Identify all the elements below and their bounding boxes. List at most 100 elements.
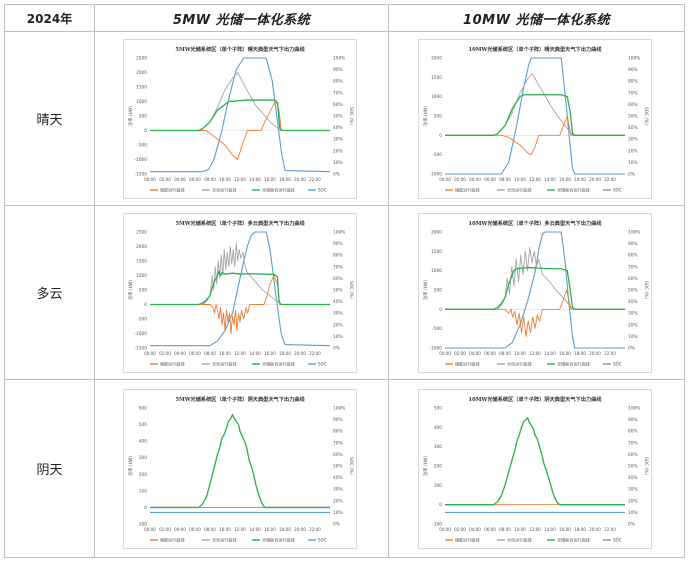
chart-svg: 10MW光储系统区（单个子阵）多云典型天气下出力曲线 -1000 -500 0 500 1…: [422, 219, 649, 367]
y2-tick-label: 0%: [628, 346, 635, 352]
cell-10mw-sunny: 10MW光储系统区（单个子阵）晴天典型天气下出力曲线 -1000 -500 0 500 1…: [388, 31, 685, 206]
y2-tick-label: 10%: [333, 334, 343, 340]
y2-tick-label: 70%: [333, 440, 343, 446]
x-tick-label: 20:00: [589, 527, 601, 532]
x-tick-label: 14:00: [544, 351, 556, 356]
x-tick-label: 14:00: [249, 177, 261, 182]
y2-tick-label: 60%: [628, 452, 638, 458]
y2-tick-label: 50%: [333, 464, 343, 470]
y2-tick-label: 30%: [628, 137, 638, 143]
legend-label: SOC: [318, 188, 327, 193]
x-tick-label: 06:00: [484, 351, 496, 356]
x-tick-label: 12:00: [234, 351, 246, 356]
y2-axis-label: SOC (%): [348, 457, 354, 475]
y2-tick-label: 20%: [333, 322, 343, 328]
x-tick-label: 22:00: [309, 351, 321, 356]
x-tick-label: 06:00: [484, 177, 496, 182]
x-tick-label: 22:00: [309, 527, 321, 532]
chart-title: 10MW光储系统区（单个子阵）多云典型天气下出力曲线: [469, 219, 603, 227]
y2-tick-label: 100%: [333, 406, 345, 412]
legend-label: 储能运行曲线: [160, 537, 185, 543]
y-tick-label: 0: [439, 307, 442, 313]
series-line-3: [445, 231, 625, 349]
series-line-1: [445, 247, 625, 310]
x-tick-label: 10:00: [219, 177, 231, 182]
y-tick-label: -1500: [135, 172, 148, 178]
x-tick-label: 20:00: [294, 177, 306, 182]
y2-tick-label: 100%: [628, 406, 640, 412]
legend-label: 光储联合运行曲线: [262, 361, 295, 367]
y-tick-label: 0: [439, 502, 442, 508]
y-tick-label: 100: [139, 488, 147, 494]
y2-tick-label: 60%: [333, 452, 343, 458]
chart-title: 10MW光储系统区（单个子阵）阴天典型天气下出力曲线: [469, 395, 603, 403]
x-tick-label: 16:00: [264, 351, 276, 356]
x-tick-label: 00:00: [439, 527, 451, 532]
y2-tick-label: 20%: [628, 322, 638, 328]
y2-tick-label: 60%: [628, 276, 638, 282]
x-tick-label: 02:00: [454, 177, 466, 182]
y-tick-label: 200: [139, 472, 147, 478]
x-tick-label: 02:00: [454, 527, 466, 532]
y-tick-label: 0: [144, 302, 147, 308]
y-tick-label: 500: [434, 288, 442, 294]
series-line-3: [150, 231, 331, 347]
y-tick-label: 500: [139, 422, 147, 428]
chart-title: 5MW光储系统区（单个子阵）多云典型天气下出力曲线: [175, 219, 305, 227]
row-label-overcast: 阴天: [4, 379, 95, 558]
y-tick-label: -500: [432, 326, 442, 332]
legend-label: 光储联合运行曲线: [262, 187, 295, 193]
x-tick-label: 18:00: [279, 351, 291, 356]
y2-tick-label: 30%: [333, 487, 343, 493]
header-year: 2024年: [4, 4, 95, 32]
y-tick-label: 1000: [136, 273, 147, 279]
x-tick-label: 18:00: [574, 351, 586, 356]
x-tick-label: 02:00: [454, 351, 466, 356]
x-tick-label: 00:00: [144, 527, 156, 532]
legend-label: SOC: [318, 362, 327, 367]
y-tick-label: 1000: [136, 99, 147, 105]
y2-tick-label: 0%: [628, 522, 635, 528]
y-tick-label: 1500: [136, 259, 147, 265]
y-tick-label: 2000: [136, 244, 147, 250]
y-tick-label: 2000: [431, 230, 442, 236]
y2-tick-label: 50%: [333, 288, 343, 294]
legend-label: 光储联合运行曲线: [557, 361, 590, 367]
x-tick-label: 04:00: [469, 177, 481, 182]
series-line-2: [445, 417, 625, 506]
y2-tick-label: 80%: [333, 79, 343, 85]
y2-tick-label: 50%: [628, 288, 638, 294]
x-tick-label: 12:00: [529, 527, 541, 532]
series-line-1: [445, 417, 625, 506]
y-tick-label: 300: [139, 455, 147, 461]
y-tick-label: 1500: [431, 249, 442, 255]
x-tick-label: 16:00: [264, 527, 276, 532]
y2-tick-label: 90%: [333, 417, 343, 423]
chart-svg: 10MW光储系统区（单个子阵）阴天典型天气下出力曲线 -100 0 100 200 300…: [422, 395, 649, 543]
legend-label: 光伏运行曲线: [212, 361, 237, 367]
legend-label: SOC: [318, 538, 327, 543]
y2-tick-label: 70%: [628, 264, 638, 270]
x-tick-label: 04:00: [469, 527, 481, 532]
legend-label: 光伏运行曲线: [507, 537, 532, 543]
chart-svg: 5MW光储系统区（单个子阵）阴天典型天气下出力曲线 -100 0 100 200 300 4…: [127, 395, 354, 543]
row-label-cloudy: 多云: [4, 205, 95, 380]
y-axis-label: 功率 (kW): [127, 456, 134, 476]
y2-tick-label: 0%: [333, 172, 340, 178]
y2-tick-label: 0%: [333, 346, 340, 352]
x-tick-label: 14:00: [249, 527, 261, 532]
y-tick-label: 400: [139, 439, 147, 445]
x-tick-label: 20:00: [589, 177, 601, 182]
y2-tick-label: 10%: [628, 510, 638, 516]
x-tick-label: 08:00: [204, 351, 216, 356]
x-tick-label: 18:00: [279, 177, 291, 182]
y2-axis-label: SOC (%): [348, 107, 354, 125]
x-tick-label: 08:00: [204, 527, 216, 532]
y-tick-label: -500: [137, 317, 147, 323]
x-tick-label: 16:00: [559, 527, 571, 532]
y2-tick-label: 10%: [628, 160, 638, 166]
x-tick-label: 16:00: [264, 177, 276, 182]
y-tick-label: -1000: [430, 346, 443, 352]
y2-tick-label: 30%: [333, 137, 343, 143]
legend-label: 光伏运行曲线: [507, 187, 532, 193]
